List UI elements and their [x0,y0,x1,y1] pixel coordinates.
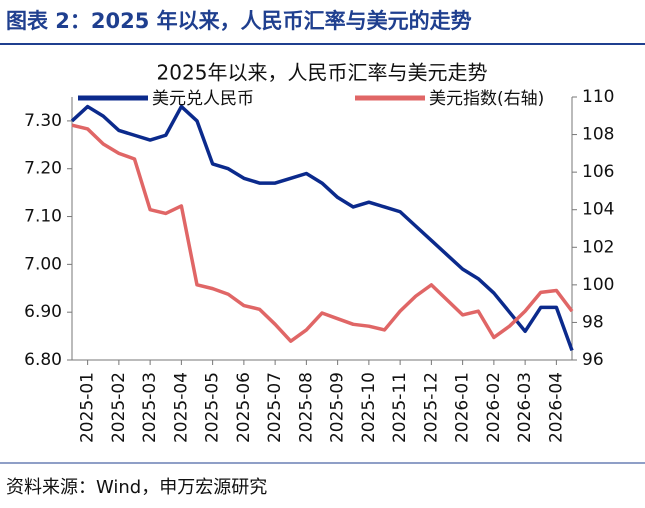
x-tick-label: 2025-03 [140,372,160,443]
x-tick-label: 2025-08 [296,372,316,443]
x-tick-label: 2025-04 [171,372,191,443]
x-tick-label: 2025-11 [390,372,410,443]
series-line [71,123,574,343]
x-tick-label: 2025-05 [203,372,223,443]
legend-label: 美元兑人民币 [152,89,254,109]
y2-tick-label: 108 [582,125,614,145]
y-tick-label: 7.00 [24,254,62,274]
x-tick-label: 2025-02 [109,372,129,443]
series-line [70,104,574,352]
y2-tick-label: 96 [582,350,604,370]
y2-tick-label: 102 [582,237,614,257]
y-tick-label: 7.20 [24,159,62,179]
y2-tick-label: 104 [582,200,614,220]
x-tick-label: 2025-06 [234,372,254,443]
y-tick-label: 7.10 [24,207,62,227]
y-tick-label: 7.30 [24,111,62,131]
y2-tick-label: 110 [582,87,614,107]
x-tick-label: 2026-02 [484,372,504,443]
y2-tick-label: 100 [582,275,614,295]
x-tick-label: 2025-10 [359,372,379,443]
source: 资料来源：Wind，申万宏源研究 [6,477,267,498]
x-tick-label: 2025-07 [265,372,285,443]
header-title: 图表 2：2025 年以来，人民币汇率与美元的走势 [6,9,472,33]
y2-tick-label: 98 [582,312,604,332]
y2-tick-label: 106 [582,162,614,182]
x-tick-label: 2026-03 [515,372,535,443]
x-tick-label: 2025-01 [78,372,98,443]
y-tick-label: 6.90 [24,302,62,322]
legend-label: 美元指数(右轴) [429,89,544,109]
x-tick-label: 2025-12 [421,372,441,443]
chart-title: 2025年以来，人民币汇率与美元走势 [157,61,488,85]
y-tick-label: 6.80 [24,350,62,370]
x-tick-label: 2026-04 [546,372,566,443]
x-tick-label: 2025-09 [328,372,348,443]
x-tick-label: 2026-01 [453,372,473,443]
